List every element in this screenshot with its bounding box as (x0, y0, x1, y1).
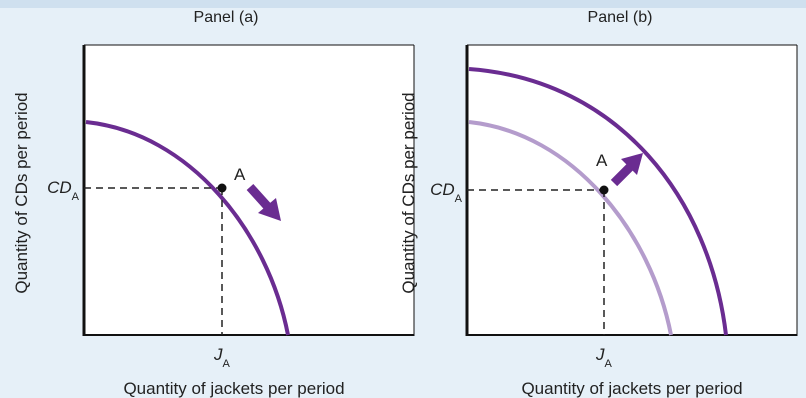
panel-a: Panel (a) A CDA JA Quantity of jackets p… (12, 9, 415, 398)
panel-b-title: Panel (b) (588, 9, 653, 26)
panel-a-y-axis-title: Quantity of CDs per period (12, 92, 31, 293)
panel-a-point-label: A (234, 165, 246, 184)
panel-b: Panel (b) A CDA JA Quantity of jackets p… (399, 9, 798, 398)
panel-b-shifted-ppc-curve (468, 67, 728, 336)
panel-b-x-tick-label: JA (595, 345, 613, 370)
panel-a-arrow-shaft (246, 183, 272, 211)
panel-a-ppc-curve (85, 120, 290, 336)
panel-b-original-ppc-curve (468, 120, 673, 336)
panel-b-point-label: A (596, 151, 608, 170)
panel-a-x-tick-label: JA (213, 345, 231, 370)
panel-a-y-tick-label: CDA (47, 178, 80, 203)
panel-a-arrow-head (258, 198, 281, 221)
panel-a-title: Panel (a) (194, 9, 259, 26)
panel-b-point-a (599, 185, 609, 195)
panel-a-x-axis-title: Quantity of jackets per period (123, 379, 344, 398)
top-strip (0, 0, 806, 8)
panel-b-y-tick-label: CDA (430, 180, 463, 205)
panel-b-y-axis-title: Quantity of CDs per period (399, 92, 418, 293)
panel-a-point-a (217, 183, 227, 193)
panel-b-x-axis-title: Quantity of jackets per period (521, 379, 742, 398)
panel-b-arrow-shaft (610, 163, 634, 187)
panel-b-arrow-head (621, 153, 643, 175)
